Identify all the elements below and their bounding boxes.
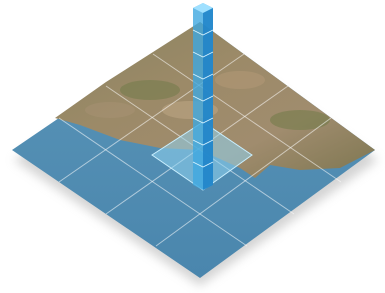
data-column: [193, 3, 213, 190]
isometric-map-illustration: [0, 0, 385, 293]
terrain-patch: [215, 71, 265, 89]
terrain-patch: [270, 110, 330, 130]
terrain-patch: [85, 102, 135, 118]
page: [0, 0, 385, 293]
terrain-patch: [120, 80, 180, 100]
